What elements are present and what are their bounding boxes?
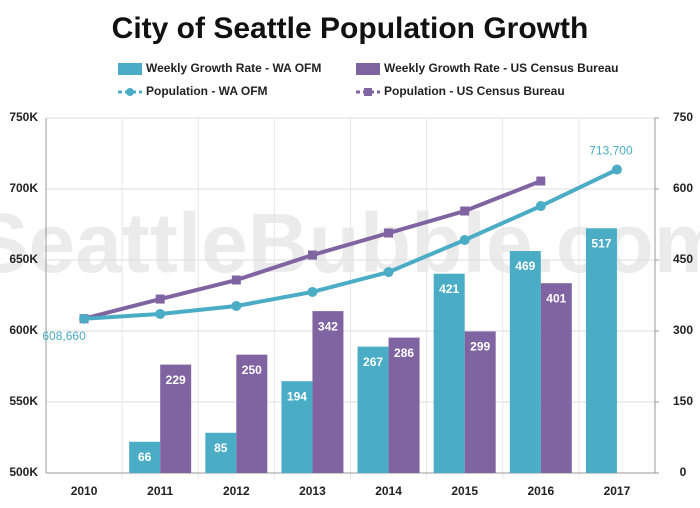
line-marker bbox=[383, 267, 394, 278]
y-tick-label: 550K bbox=[9, 394, 38, 408]
bar bbox=[464, 331, 496, 473]
bar bbox=[312, 311, 344, 473]
bar-value-label: 229 bbox=[166, 373, 186, 387]
line-marker bbox=[611, 164, 622, 175]
legend-marker bbox=[364, 88, 372, 96]
legend-swatch bbox=[356, 63, 380, 75]
bar bbox=[509, 251, 541, 473]
bar-value-label: 250 bbox=[242, 363, 262, 377]
x-tick-label: 2015 bbox=[451, 484, 478, 498]
line-marker bbox=[459, 234, 470, 245]
legend-label: Population - WA OFM bbox=[146, 84, 268, 98]
bar bbox=[433, 273, 465, 473]
bar-value-label: 517 bbox=[591, 236, 611, 250]
y2-tick-label: 450 bbox=[673, 252, 693, 266]
y2-tick-label: 0 bbox=[680, 465, 687, 479]
x-tick-label: 2012 bbox=[223, 484, 250, 498]
y-tick-label: 600K bbox=[9, 323, 38, 337]
line-marker bbox=[231, 275, 241, 285]
y-tick-label: 700K bbox=[9, 181, 38, 195]
bar-value-label: 267 bbox=[363, 355, 383, 369]
bar-value-label: 85 bbox=[214, 441, 228, 455]
line-marker bbox=[231, 301, 242, 312]
legend-label: Weekly Growth Rate - US Census Bureau bbox=[384, 61, 619, 75]
line-marker bbox=[307, 286, 318, 297]
bar-value-label: 469 bbox=[515, 259, 535, 273]
y-tick-label: 750K bbox=[9, 110, 38, 124]
bar bbox=[388, 337, 420, 473]
x-tick-label: 2017 bbox=[604, 484, 631, 498]
bar bbox=[205, 432, 237, 473]
line bbox=[83, 167, 618, 321]
bar bbox=[129, 441, 161, 473]
line-value-label: 713,700 bbox=[589, 144, 633, 158]
bar-value-label: 299 bbox=[470, 340, 490, 354]
chart-title: City of Seattle Population Growth bbox=[112, 12, 589, 45]
bar-value-label: 66 bbox=[138, 450, 152, 464]
line-marker bbox=[307, 250, 317, 260]
y2-tick-label: 300 bbox=[673, 323, 693, 337]
legend-label: Population - US Census Bureau bbox=[384, 84, 565, 98]
legend-swatch bbox=[118, 63, 142, 75]
bar-value-label: 286 bbox=[394, 346, 414, 360]
x-tick-label: 2014 bbox=[375, 484, 402, 498]
bar bbox=[585, 228, 617, 473]
y-tick-label: 650K bbox=[9, 252, 38, 266]
line-marker bbox=[384, 228, 394, 238]
bar-value-label: 421 bbox=[439, 282, 459, 296]
bar bbox=[160, 364, 192, 473]
bar-value-label: 342 bbox=[318, 319, 338, 333]
legend-label: Weekly Growth Rate - WA OFM bbox=[146, 61, 321, 75]
line-marker bbox=[155, 308, 166, 319]
x-tick-label: 2013 bbox=[299, 484, 326, 498]
line-value-label: 608,660 bbox=[42, 329, 86, 343]
bar bbox=[236, 354, 268, 473]
bar bbox=[281, 381, 313, 473]
bar-value-label: 194 bbox=[287, 389, 307, 403]
line-marker bbox=[155, 294, 165, 304]
y2-tick-label: 600 bbox=[673, 181, 693, 195]
bar bbox=[540, 283, 572, 473]
bar-value-label: 401 bbox=[546, 291, 566, 305]
y2-tick-label: 150 bbox=[673, 394, 693, 408]
line-marker bbox=[79, 313, 90, 324]
line-marker bbox=[535, 201, 546, 212]
x-tick-label: 2016 bbox=[527, 484, 554, 498]
bar bbox=[357, 346, 389, 473]
x-tick-label: 2011 bbox=[147, 484, 173, 498]
line-marker bbox=[460, 206, 470, 216]
y2-tick-label: 750 bbox=[673, 110, 693, 124]
y-tick-label: 500K bbox=[9, 465, 38, 479]
x-tick-label: 2010 bbox=[71, 484, 98, 498]
line-marker bbox=[536, 176, 546, 186]
legend-marker bbox=[126, 88, 134, 96]
